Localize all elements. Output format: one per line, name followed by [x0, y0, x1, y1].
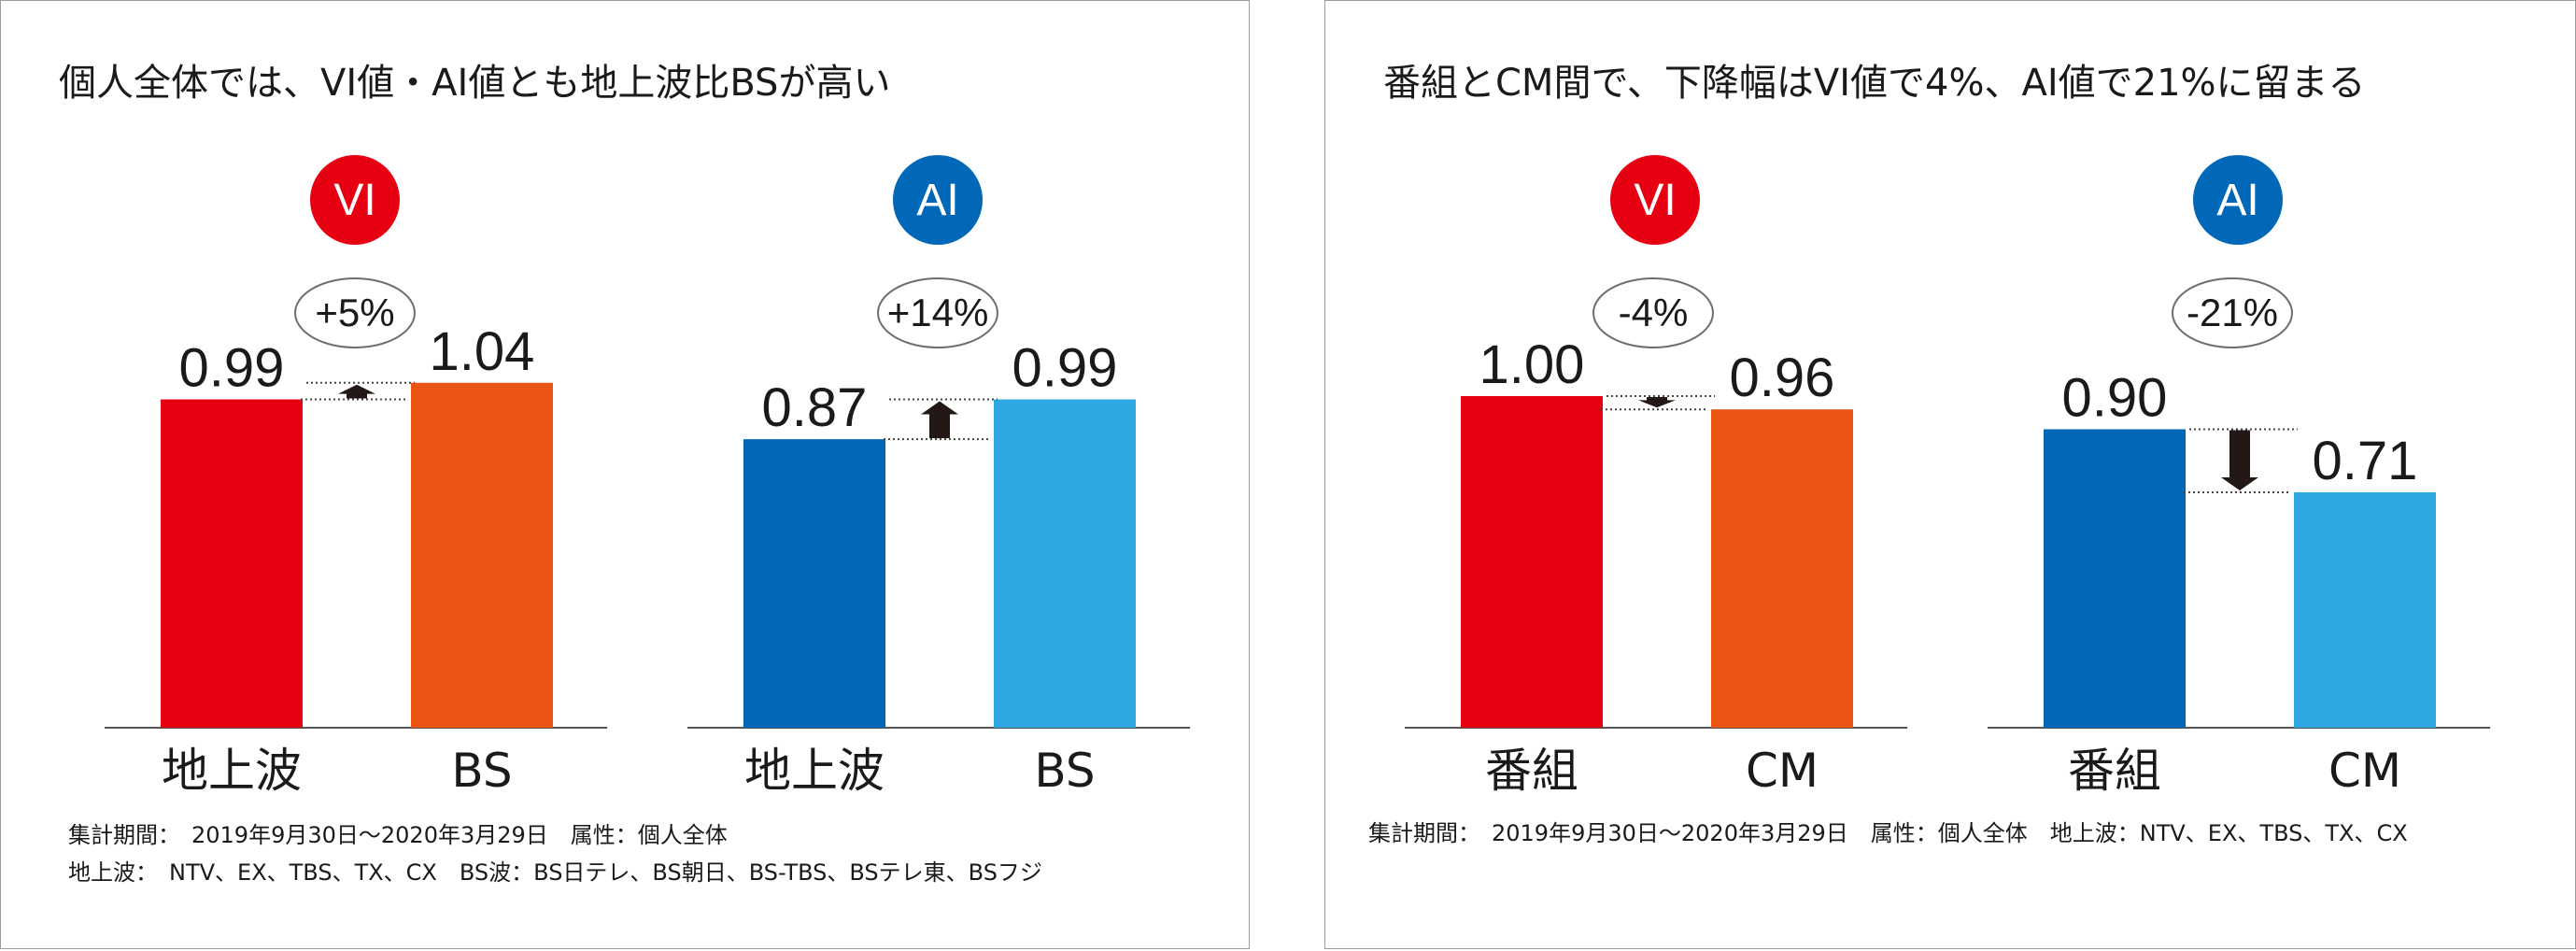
- badge-label: VI: [1634, 176, 1676, 225]
- right-panel-title: 番組とCM間で、下降幅はVI値で4%、AI値で21%に留まる: [1383, 62, 2366, 105]
- change-arrow-icon: [338, 384, 375, 399]
- bar-first: [743, 439, 885, 728]
- category-tick-label: CM: [1746, 744, 1819, 798]
- category-tick-label: BS: [451, 744, 512, 798]
- bar-second: [1711, 409, 1853, 728]
- data-label: 0.71: [2313, 431, 2418, 491]
- data-label: 1.00: [1479, 334, 1585, 395]
- bar-second: [2294, 491, 2436, 728]
- badge-circle: [310, 155, 400, 245]
- badge-label: AI: [2216, 176, 2258, 225]
- change-label: +5%: [315, 291, 394, 334]
- data-label: 0.99: [179, 338, 285, 399]
- category-tick-label: 地上波: [162, 744, 302, 798]
- chart-4-badge: AI: [2193, 155, 2283, 245]
- category-tick-label: 地上波: [744, 744, 885, 798]
- change-arrow-icon: [1638, 397, 1676, 408]
- chart-1-badge: VI: [310, 155, 400, 245]
- change-bubble: [1592, 277, 1714, 348]
- badge-circle: [2193, 155, 2283, 245]
- data-label: 0.96: [1730, 348, 1835, 408]
- change-bubble: [2172, 277, 2293, 348]
- badge-label: AI: [916, 176, 958, 225]
- change-arrow-icon: [2221, 430, 2258, 490]
- chart-2: AI 0.87 地上波 0.99 BS +14%: [687, 155, 1190, 798]
- category-tick-label: CM: [2328, 744, 2401, 798]
- left-footnote-channels: 地上波： NTV、EX、TBS、TX、CX BS波：BS日テレ、BS朝日、BS-…: [68, 859, 1042, 886]
- left-footnote-period: 集計期間： 2019年9月30日～2020年3月29日 属性：個人全体: [68, 822, 728, 848]
- badge-label: VI: [333, 176, 375, 225]
- data-label: 1.04: [430, 321, 535, 382]
- chart-3: VI 1.00 番組 0.96 CM -4%: [1405, 155, 1907, 798]
- category-tick-label: 番組: [1485, 744, 1578, 798]
- change-label: +14%: [887, 291, 989, 334]
- data-label: 0.99: [1012, 338, 1118, 399]
- bar-second: [411, 382, 553, 728]
- category-tick-label: 番組: [2068, 744, 2161, 798]
- bar-first: [1461, 396, 1603, 728]
- data-label: 0.87: [762, 377, 868, 438]
- change-label: -4%: [1619, 291, 1689, 334]
- change-arrow-icon: [921, 401, 958, 439]
- bar-second: [994, 399, 1136, 728]
- data-label: 0.90: [2062, 368, 2168, 429]
- category-tick-label: BS: [1034, 744, 1095, 798]
- change-bubble: [877, 277, 998, 348]
- bar-first: [161, 399, 303, 728]
- badge-circle: [893, 155, 983, 245]
- chart-2-badge: AI: [893, 155, 983, 245]
- change-label: -21%: [2187, 291, 2278, 334]
- chart-4: AI 0.90 番組 0.71 CM -21%: [1988, 155, 2490, 798]
- chart-1: VI 0.99 地上波 1.04 BS +5%: [105, 155, 607, 798]
- right-footnote: 集計期間： 2019年9月30日～2020年3月29日 属性：個人全体 地上波：…: [1368, 820, 2408, 846]
- bar-first: [2044, 429, 2186, 728]
- chart-3-badge: VI: [1610, 155, 1700, 245]
- left-panel-title: 個人全体では、VI値・AI値とも地上波比BSが高い: [59, 62, 891, 105]
- change-bubble: [294, 277, 416, 348]
- badge-circle: [1610, 155, 1700, 245]
